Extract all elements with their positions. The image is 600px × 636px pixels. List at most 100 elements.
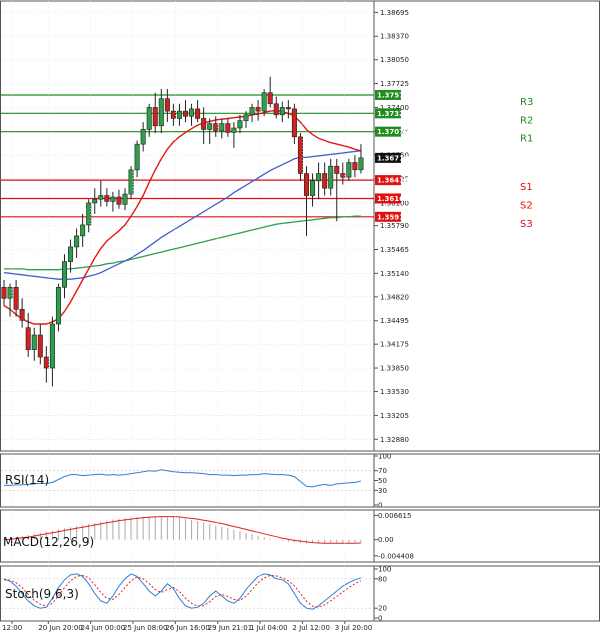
candle-body (297, 136, 303, 174)
candle-body (7, 286, 13, 299)
candle-body (249, 107, 255, 116)
candle-body (170, 110, 176, 119)
candle (231, 122, 237, 148)
candle-body (74, 235, 80, 248)
candle-body (25, 327, 31, 350)
candle (316, 162, 322, 200)
candle-body (237, 120, 243, 129)
candle-body (346, 162, 352, 178)
candle (43, 346, 49, 383)
candle (279, 101, 285, 123)
candle (340, 162, 346, 185)
candle (195, 100, 201, 123)
moving-average-red (3, 109, 362, 325)
moving-average-blue (3, 150, 361, 280)
rsi-tick-label: 0 (378, 502, 382, 510)
level-price-box (375, 108, 401, 119)
candle-body (195, 108, 201, 119)
candle (98, 180, 104, 207)
candle (207, 118, 213, 145)
candle (80, 213, 86, 247)
candle-body (279, 107, 285, 116)
candle (352, 155, 358, 178)
candle (243, 111, 249, 128)
candle (273, 96, 279, 119)
candle (249, 103, 255, 123)
level-name-r2: R2 (520, 115, 533, 126)
price-tick-label: 1.33205 (380, 412, 409, 420)
candle-body (146, 107, 152, 130)
macd-signal-line (3, 516, 361, 544)
candle-body (13, 286, 19, 310)
candle (68, 239, 74, 273)
level-price-box (375, 89, 401, 100)
candle-body (231, 127, 237, 133)
candle (7, 283, 13, 317)
candle-body (104, 195, 110, 202)
candle-body (207, 123, 213, 130)
candle (158, 89, 164, 134)
time-tick-label: 3 Jul 20:00 (335, 624, 373, 632)
rsi-tick-label: 30 (378, 487, 387, 495)
time-tick-label: 12:00 (2, 624, 22, 632)
candle (237, 114, 243, 134)
candle (358, 144, 364, 174)
price-tick-label: 1.33850 (380, 365, 409, 373)
candle (183, 100, 189, 123)
candle (164, 89, 170, 123)
stoch-tick-label: 20 (378, 605, 387, 613)
candle (322, 162, 328, 196)
candle-body (310, 180, 316, 196)
candle-body (183, 110, 189, 117)
level-price-box (375, 126, 401, 137)
stoch-tick-label: 80 (378, 575, 387, 583)
candle (219, 118, 225, 139)
candle-body (225, 123, 231, 133)
candle-body (340, 173, 346, 178)
price-tick-label: 1.34820 (380, 293, 409, 301)
price-tick-label: 1.38370 (380, 33, 409, 41)
last-price-box (375, 152, 401, 163)
candle-body (80, 224, 86, 237)
price-tick-label: 1.34495 (380, 317, 409, 325)
candle (49, 316, 55, 387)
rsi-label: RSI(14) (5, 473, 49, 487)
candle-body (213, 123, 219, 132)
candle (55, 283, 61, 332)
candle (310, 173, 316, 207)
candle-body (31, 334, 37, 350)
candle (189, 103, 195, 126)
level-price-label: 1.37070 (377, 128, 409, 136)
candle-body (37, 334, 43, 358)
candle (170, 103, 176, 126)
price-tick-label: 1.35465 (380, 246, 409, 254)
candle-body (116, 196, 122, 205)
level-price-label: 1.35910 (377, 213, 409, 221)
candle-body (303, 173, 309, 196)
level-price-label: 1.36160 (377, 195, 409, 203)
level-name-s2: S2 (520, 200, 533, 211)
price-tick-label: 1.38050 (380, 56, 409, 64)
candle-body (261, 92, 267, 112)
macd-label: MACD(12,26,9) (3, 535, 94, 549)
price-pane: 1.38695 1.38370 1.38050 1.37725 1.37400 1.370… (1, 9, 533, 444)
candle-body (110, 196, 116, 202)
price-tick-label: 1.37725 (380, 80, 409, 88)
candle-body (152, 107, 158, 127)
price-tick-label: 1.34175 (380, 341, 409, 349)
time-tick-label: 29 Jun 21:01 (208, 624, 252, 632)
candle-body (43, 356, 49, 369)
stoch-label: Stoch(9,6,3) (5, 587, 79, 601)
candle-body (122, 193, 128, 205)
candle (261, 89, 267, 117)
rsi-line (4, 469, 362, 488)
candle-body (86, 202, 92, 226)
price-tick-label: 1.35140 (380, 270, 409, 278)
candle (267, 76, 273, 108)
candle-body (267, 92, 273, 105)
price-tick-label: 1.35790 (380, 222, 409, 230)
candle (110, 191, 116, 212)
candle (140, 122, 146, 152)
